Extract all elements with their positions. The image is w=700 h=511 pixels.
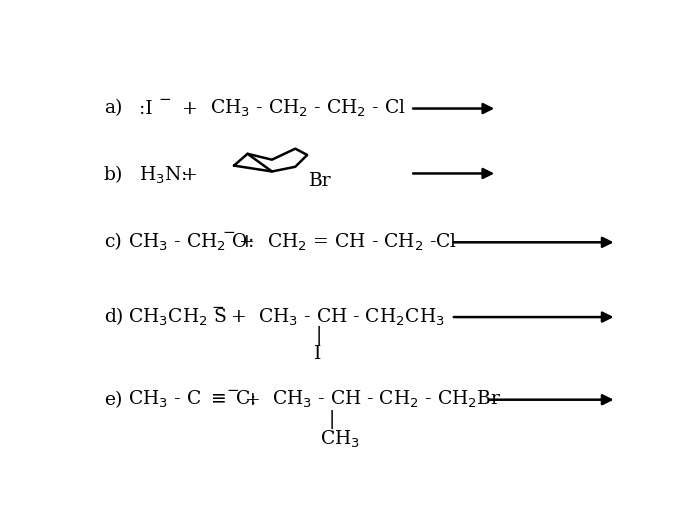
Text: CH$_3$ - CH$_2$ O:: CH$_3$ - CH$_2$ O: — [128, 231, 253, 253]
Text: |: | — [329, 410, 335, 429]
Text: +: + — [183, 167, 198, 184]
Text: H$_3$N:: H$_3$N: — [139, 165, 188, 186]
Text: Br: Br — [309, 172, 332, 190]
Text: CH$_3$CH$_2$ S: CH$_3$CH$_2$ S — [128, 307, 228, 328]
Text: $-$: $-$ — [211, 299, 224, 313]
Text: CH$_2$ = CH - CH$_2$ -Cl: CH$_2$ = CH - CH$_2$ -Cl — [267, 231, 456, 253]
Text: CH$_3$ - CH - CH$_2$CH$_3$: CH$_3$ - CH - CH$_2$CH$_3$ — [258, 307, 445, 328]
Text: |: | — [316, 327, 322, 345]
Text: +: + — [231, 308, 247, 326]
Text: $-$: $-$ — [158, 90, 172, 105]
Text: I: I — [314, 345, 321, 363]
Text: d): d) — [104, 308, 123, 326]
Text: :I: :I — [139, 100, 153, 118]
Text: CH$_3$ - CH$_2$ - CH$_2$ - Cl: CH$_3$ - CH$_2$ - CH$_2$ - Cl — [209, 98, 405, 119]
Text: $-$: $-$ — [222, 224, 235, 238]
Text: CH$_3$ - CH - CH$_2$ - CH$_2$Br: CH$_3$ - CH - CH$_2$ - CH$_2$Br — [272, 389, 501, 410]
Text: +: + — [239, 234, 255, 251]
Text: $-$: $-$ — [226, 382, 239, 396]
Text: b): b) — [104, 167, 123, 184]
Text: +: + — [183, 100, 198, 118]
Text: e): e) — [104, 391, 122, 409]
Text: a): a) — [104, 100, 122, 118]
Text: CH$_3$: CH$_3$ — [320, 428, 360, 450]
Text: +: + — [245, 391, 260, 409]
Text: CH$_3$ - C $\equiv$ C:: CH$_3$ - C $\equiv$ C: — [128, 389, 256, 410]
Text: c): c) — [104, 234, 122, 251]
